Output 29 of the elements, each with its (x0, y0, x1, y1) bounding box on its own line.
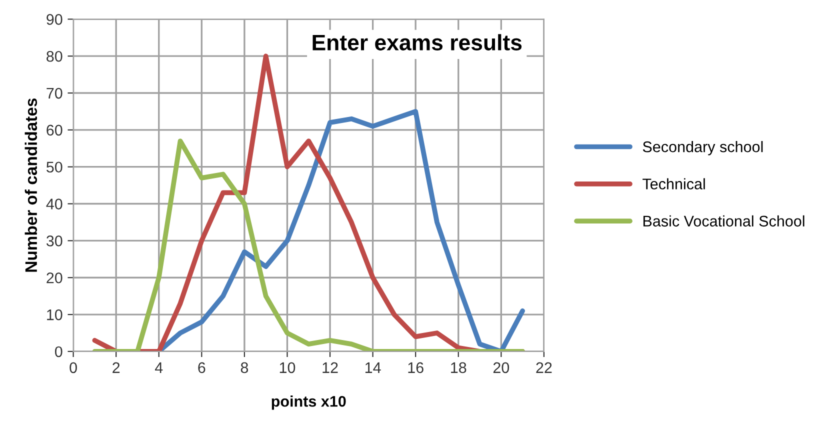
y-tick-label: 10 (47, 309, 62, 320)
y-tick-label: 40 (46, 198, 62, 210)
x-tick-label: 14 (365, 362, 381, 373)
x-tick-label: 22 (536, 362, 552, 373)
y-tick-label: 30 (46, 236, 62, 246)
y-tick-label: 0 (54, 346, 62, 358)
x-tick-label: 2 (112, 362, 120, 373)
y-axis-title: Number of candidates (24, 98, 38, 272)
y-tick-label: 70 (46, 88, 62, 99)
x-tick-label: 12 (322, 362, 338, 373)
x-tick-label: 18 (451, 362, 466, 374)
y-tick-label: 80 (46, 50, 62, 62)
line-series (92, 138, 525, 352)
text: Enter exams results (312, 34, 522, 50)
y-tick-label: 50 (46, 162, 62, 173)
x-axis-title: points x10 (272, 396, 346, 410)
x-tick-label: 0 (70, 362, 77, 374)
legend-label: Secondary school (642, 141, 763, 156)
x-tick-label: 6 (198, 362, 206, 374)
y-tick-label: 60 (46, 124, 62, 136)
x-tick-label: 8 (240, 362, 248, 374)
legend-label: Technical (642, 178, 705, 190)
x-tick-label: 10 (280, 362, 296, 374)
legend-label: Basic Vocational School (643, 215, 804, 227)
x-tick-label: 4 (154, 362, 163, 373)
y-tick-label: 90 (46, 14, 62, 25)
x-tick-label: 16 (408, 362, 424, 374)
y-tick-label: 20 (46, 272, 62, 284)
x-tick-label: 20 (493, 362, 510, 374)
